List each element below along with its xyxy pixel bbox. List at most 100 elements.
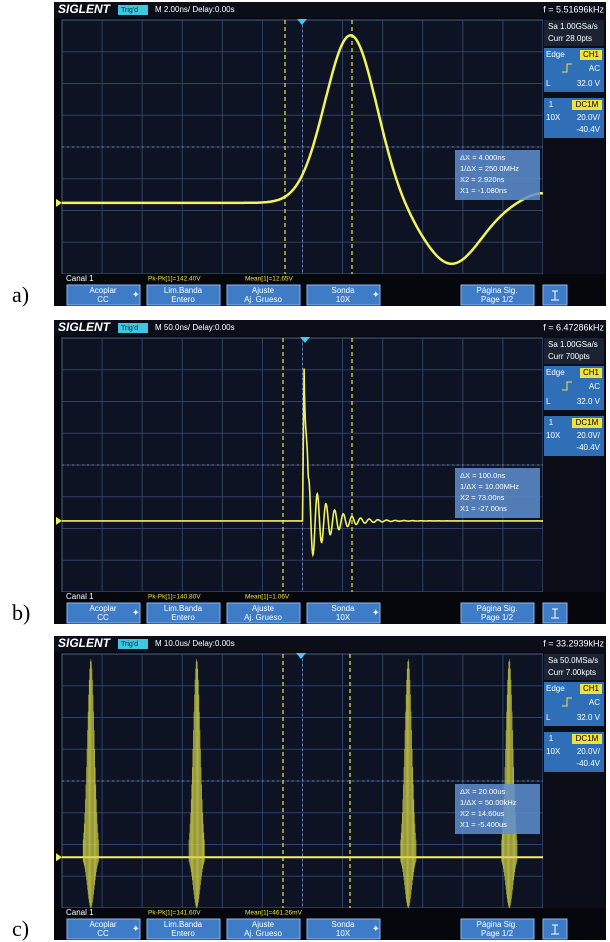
top-bar xyxy=(54,636,606,652)
acq-box xyxy=(544,20,604,46)
channel-coupling: DC1M xyxy=(576,100,599,109)
probe-ratio: 10X xyxy=(546,113,561,122)
softkey-value: CC xyxy=(97,929,109,938)
softkey-arrow: ✦ xyxy=(132,289,140,299)
trigger-marker xyxy=(296,653,306,659)
memory-depth: Curr 28.0pts xyxy=(548,34,592,43)
timebase: M 50.0ns/ Delay:0.00s xyxy=(155,323,235,332)
trig-status-box xyxy=(118,639,148,649)
trigger-source: CH1 xyxy=(583,368,600,377)
level-label: L xyxy=(546,79,551,88)
cursor-box xyxy=(455,468,540,518)
softkey xyxy=(226,284,301,306)
level-marker xyxy=(56,853,62,862)
trig-status-box xyxy=(118,323,148,333)
cursor-box xyxy=(455,150,540,200)
timebase: M 10.0us/ Delay:0.00s xyxy=(155,639,235,648)
trigger-source-box xyxy=(580,50,602,60)
softkey-value: Aj. Grueso xyxy=(244,295,282,304)
softkey xyxy=(66,284,141,306)
frequency: f = 33.2939kHz xyxy=(543,638,604,648)
softkey-label: Lim.Banda xyxy=(164,920,203,929)
softkey-label: Página Sig. xyxy=(477,604,518,613)
scope-screen: SIGLENT Trig'd M 50.0ns/ Delay:0.00s f = 6.… xyxy=(54,320,606,624)
top-bar xyxy=(54,320,606,336)
softkey-label: Sonda xyxy=(331,604,355,613)
softkey xyxy=(460,602,535,624)
trigger-source-box xyxy=(580,684,602,694)
softkey-arrow: ✦ xyxy=(132,923,140,933)
softkey xyxy=(226,918,301,940)
cursor-readout: 1/ΔX = 10.00MHz xyxy=(460,482,519,491)
softkey-value: 10X xyxy=(336,929,351,938)
softkey-label: Acoplar xyxy=(89,604,116,613)
softkey xyxy=(306,602,381,624)
softkey-label: Página Sig. xyxy=(477,286,518,295)
channel-number: 1 xyxy=(549,100,554,109)
level-marker xyxy=(56,198,62,207)
trigger-type: Edge xyxy=(546,50,565,59)
channel-number: 1 xyxy=(549,418,554,427)
trigger-level: 32.0 V xyxy=(577,713,601,722)
softkey-value: Page 1/2 xyxy=(481,929,514,938)
measurement: Pk-Pk[1]=140.80V xyxy=(148,594,201,601)
cursor-readout: X1 = -1.080ns xyxy=(460,186,507,195)
waveform xyxy=(62,34,544,266)
softkey-label: Sonda xyxy=(331,286,355,295)
top-bar xyxy=(54,2,606,18)
sample-rate: Sa 1.00GSa/s xyxy=(548,340,598,349)
cursor-readout: ΔX = 4.000ns xyxy=(460,153,505,162)
softkey-arrow: ✦ xyxy=(372,607,380,617)
measurement: Mean[1]=461.26mV xyxy=(245,910,303,917)
softkey-arrow: ✦ xyxy=(372,289,380,299)
softkey-value: Page 1/2 xyxy=(481,613,514,622)
timebase: M 2.00ns/ Delay:0.00s xyxy=(155,5,235,14)
channel-name: Canal 1 xyxy=(66,592,94,601)
softkey-value: 10X xyxy=(336,613,351,622)
cursor-readout: ΔX = 20.00us xyxy=(460,787,505,796)
channel-coupling-box xyxy=(572,418,602,428)
brand-logo: SIGLENT xyxy=(58,2,112,16)
frequency: f = 6.47286kHz xyxy=(543,322,604,332)
channel-name: Canal 1 xyxy=(66,274,94,283)
trigger-source: CH1 xyxy=(583,50,600,59)
trig-status: Trig'd xyxy=(121,7,138,14)
softkey xyxy=(146,918,221,940)
trigger-marker xyxy=(297,19,307,25)
cursor-readout: X1 = -27.00ns xyxy=(460,504,507,513)
network-glyph xyxy=(551,924,559,935)
status-bar xyxy=(54,274,606,284)
softkey xyxy=(460,918,535,940)
trigger-coupling: AC xyxy=(589,698,600,707)
trig-status-box xyxy=(118,5,148,15)
softkey xyxy=(66,918,141,940)
softkey-value: CC xyxy=(97,295,109,304)
trigger-level: 32.0 V xyxy=(577,79,601,88)
trigger-type: Edge xyxy=(546,368,565,377)
probe-ratio: 10X xyxy=(546,431,561,440)
network-glyph xyxy=(551,608,559,619)
sample-rate: Sa 50.0MSa/s xyxy=(548,656,598,665)
measurement: Mean[1]=1.06V xyxy=(245,594,290,601)
level-label: L xyxy=(546,713,551,722)
channel-coupling-box xyxy=(572,100,602,110)
scope-screen: SIGLENT Trig'd M 2.00ns/ Delay:0.00s f = 5.… xyxy=(54,2,606,306)
trig-status: Trig'd xyxy=(121,641,138,648)
softkey-value: Aj. Grueso xyxy=(244,929,282,938)
frequency: f = 5.51696kHz xyxy=(543,4,604,14)
softkey xyxy=(66,602,141,624)
trigger-coupling: AC xyxy=(589,382,600,391)
softkey xyxy=(226,602,301,624)
scope-screen: SIGLENT Trig'd M 10.0us/ Delay:0.00s f = 33… xyxy=(54,636,606,940)
trigger-type: Edge xyxy=(546,684,565,693)
channel-name: Canal 1 xyxy=(66,908,94,917)
brand-logo: SIGLENT xyxy=(58,636,112,650)
trigger-source: CH1 xyxy=(583,684,600,693)
cursor-readout: X2 = 73.00ns xyxy=(460,493,505,502)
softkey-label: Lim.Banda xyxy=(164,604,203,613)
softkey-value: 10X xyxy=(336,295,351,304)
cursor-readout: X1 = -5.400us xyxy=(460,820,507,829)
softkey-label: Ajuste xyxy=(252,604,275,613)
trigger-coupling: AC xyxy=(589,64,600,73)
